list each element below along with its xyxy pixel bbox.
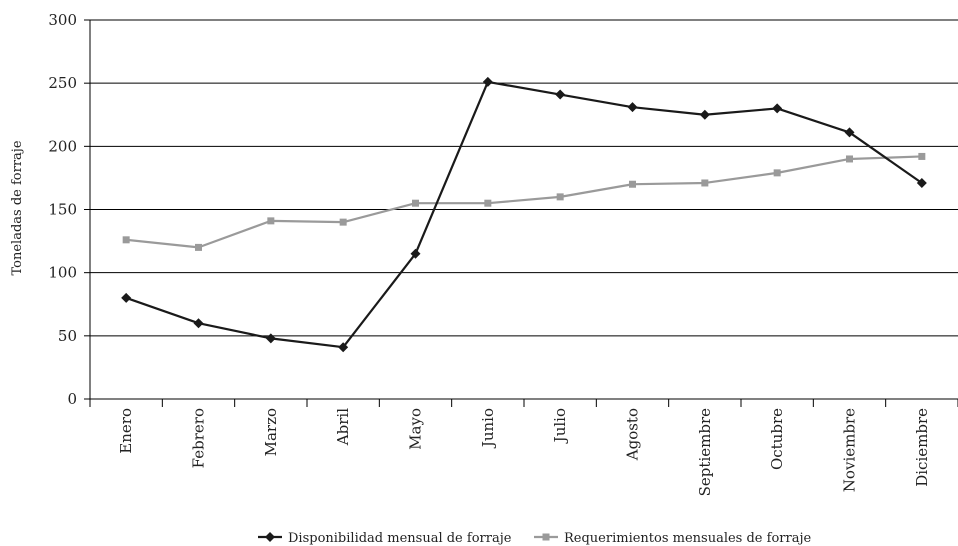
series-disponibilidad (121, 76, 927, 353)
legend-marker (265, 532, 275, 542)
data-point-marker (484, 199, 492, 207)
x-tick-label: Mayo (407, 408, 425, 450)
data-point-marker (412, 199, 419, 207)
data-point-marker (555, 89, 566, 100)
legend-item-requerimientos: Requerimientos mensuales de forraje (534, 531, 811, 546)
legend-item-disponibilidad: Disponibilidad mensual de forraje (258, 531, 512, 546)
series (121, 76, 927, 353)
y-axis-title: Toneladas de forraje (10, 140, 25, 275)
data-point-marker (267, 217, 275, 225)
gridlines (90, 19, 958, 337)
data-point-marker (556, 193, 564, 201)
y-tick-label: 250 (48, 74, 77, 92)
data-point-marker (338, 342, 349, 353)
data-point-marker (918, 152, 926, 160)
y-tick-labels: 0 50 100 150 200 250 300 (48, 11, 77, 408)
data-point-marker (629, 180, 636, 188)
y-tick-label: 200 (48, 137, 77, 155)
x-tick-labels: Enero Febrero Marzo Abril Mayo Junio Julio Agos… (117, 408, 931, 497)
legend-marker (542, 533, 550, 541)
x-tick-label: Octubre (768, 408, 786, 470)
x-tick-label: Febrero (190, 408, 208, 468)
data-point-marker (916, 177, 927, 188)
x-tick-label: Enero (117, 408, 135, 454)
data-point-marker (844, 127, 855, 138)
legend: Disponibilidad mensual de forraje Requeri… (258, 531, 811, 546)
data-point-marker (846, 155, 853, 163)
x-tick-label: Noviembre (841, 408, 859, 492)
y-tick-label: 50 (58, 327, 77, 345)
series-line (126, 155, 922, 249)
x-tick-label: Julio (551, 408, 569, 444)
data-point-marker (265, 333, 276, 344)
x-tick-label: Junio (479, 408, 497, 449)
series-requerimientos (122, 152, 926, 251)
data-point-marker (772, 103, 783, 114)
axes (84, 19, 958, 407)
x-tick-label: Agosto (624, 408, 642, 461)
data-point-marker (627, 102, 638, 113)
y-tick-label: 150 (48, 201, 77, 219)
y-tick-label: 0 (67, 390, 77, 408)
data-point-marker (773, 169, 781, 177)
x-tick-label: Marzo (262, 408, 280, 456)
data-point-marker (339, 218, 347, 226)
data-point-marker (122, 236, 130, 244)
series-line (125, 80, 923, 349)
data-point-marker (195, 243, 202, 251)
y-tick-label: 300 (48, 11, 77, 29)
data-point-marker (193, 318, 204, 329)
data-point-marker (699, 109, 710, 120)
data-point-marker (410, 248, 421, 259)
data-point-marker (701, 179, 709, 187)
legend-label: Requerimientos mensuales de forraje (564, 531, 811, 546)
data-point-marker (121, 292, 132, 303)
x-tick-label: Diciembre (913, 408, 931, 487)
y-tick-label: 100 (48, 264, 77, 282)
x-tick-label: Septiembre (696, 408, 714, 496)
data-point-marker (482, 76, 493, 87)
legend-label: Disponibilidad mensual de forraje (288, 531, 512, 546)
x-tick-label: Abril (334, 408, 352, 446)
